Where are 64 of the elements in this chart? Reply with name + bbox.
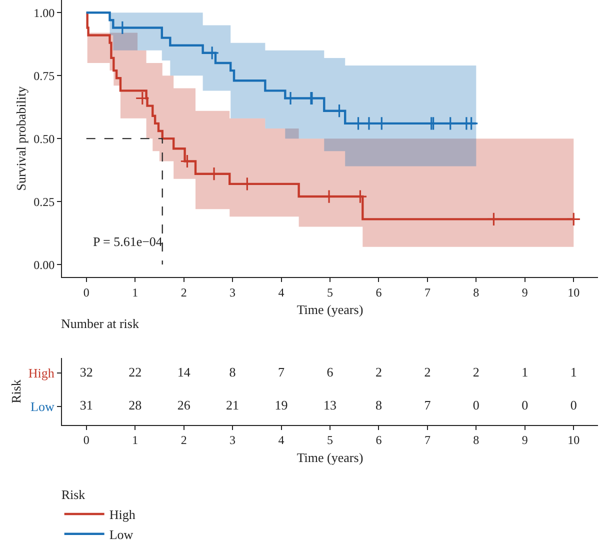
y-tick-label: 0.25 [34,194,55,209]
y-tick-label: Low [30,399,55,414]
annotation: P = 5.61e−04 [93,234,163,249]
x-tick-label: 2 [180,286,187,300]
data-label: 8 [375,398,382,413]
x-tick-label: 9 [522,286,528,300]
data-label: 31 [80,398,93,413]
point [115,20,130,35]
data-label: 14 [177,364,191,380]
point [135,91,150,106]
x-tick-label: 7 [424,286,430,300]
x-tick-label: 7 [424,433,430,448]
data-label: 13 [324,398,336,413]
data-label: 0 [472,398,480,413]
data-label: 21 [226,398,240,413]
x-axis-title: Time (years) [296,450,364,465]
x-tick-label: 10 [568,433,580,448]
data-label: 32 [80,364,93,380]
y-tick-label: 1.00 [34,6,55,20]
y-tick-label: High [28,366,55,381]
x-tick-label: 3 [230,433,236,448]
data-label: 0 [570,398,577,413]
x-tick-label: 8 [473,286,480,300]
x-tick-label: 6 [376,286,382,300]
data-label: 6 [326,364,334,380]
y-tick-label: 0.50 [34,132,55,146]
x-tick-label: 0 [83,286,90,300]
x-axis-title: Time (years) [296,302,364,318]
data-label: 8 [229,364,236,380]
data-label: 7 [278,364,286,380]
y-axis-title: Survival probability [14,86,29,191]
x-tick-label: 10 [568,286,580,300]
x-tick-label: 3 [230,286,236,300]
y-axis-title: Risk [8,379,24,404]
legend-label: Low [109,526,134,542]
chart-title: Number at risk [61,316,140,331]
data-label: 2 [424,364,431,380]
x-tick-label: 8 [473,433,480,448]
x-tick-label: 4 [278,433,284,448]
data-label: 2 [375,364,382,380]
data-label: 1 [570,364,577,380]
point [486,212,501,226]
x-tick-label: 2 [180,433,187,448]
data-label: 28 [128,398,142,413]
x-tick-label: 0 [83,433,90,448]
y-tick-label: 0.75 [34,68,55,83]
x-tick-label: 9 [522,433,528,448]
data-label: 26 [177,398,191,413]
x-tick-label: 5 [327,286,333,300]
x-tick-label: 1 [132,433,138,448]
data-label: 0 [522,398,528,413]
x-tick-label: 6 [376,433,382,448]
data-label: 2 [472,364,480,380]
x-tick-label: 1 [132,286,138,300]
x-tick-label: 5 [327,433,333,448]
data-label: 19 [274,398,288,413]
x-tick-label: 4 [278,286,284,300]
legend-title: Risk [61,487,86,502]
point [566,212,581,226]
data-label: 7 [424,398,432,413]
y-tick-label: 0.00 [34,258,55,272]
data-label: 22 [128,364,142,380]
data-label: 1 [522,364,528,380]
legend-label: High [109,507,136,522]
